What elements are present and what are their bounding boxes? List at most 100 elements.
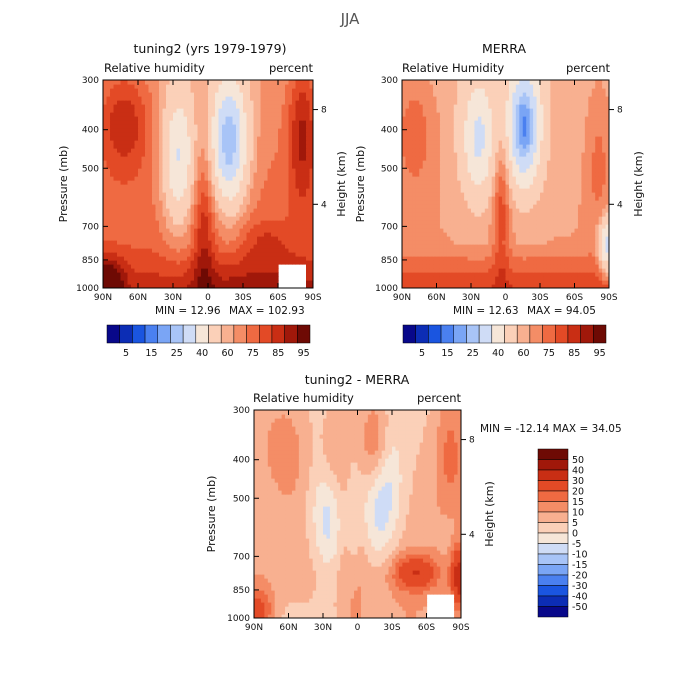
contour-cell-model: [257, 80, 262, 85]
contour-cell-model: [180, 88, 185, 93]
contour-cell-model: [117, 112, 122, 117]
contour-cell-model: [225, 232, 230, 237]
contour-cell-merra: [577, 208, 582, 213]
contour-cell-merra: [453, 164, 458, 169]
contour-cell-merra: [595, 264, 600, 269]
contour-cell-merra: [419, 236, 424, 241]
contour-cell-merra: [577, 180, 582, 185]
contour-cell-model: [299, 240, 304, 245]
contour-cell-model: [257, 88, 262, 93]
contour-cell-merra: [471, 208, 476, 213]
contour-cell-model: [190, 232, 195, 237]
contour-cell-merra: [405, 184, 410, 189]
contour-cell-model: [180, 236, 185, 241]
contour-cell-merra: [498, 164, 503, 169]
contour-cell-merra: [405, 176, 410, 181]
contour-cell-model: [211, 136, 216, 141]
contour-cell-model: [145, 268, 150, 273]
contour-cell-model: [159, 224, 164, 229]
contour-cell-model: [239, 128, 244, 133]
contour-cell-merra: [571, 192, 576, 197]
contour-cell-model: [106, 120, 111, 125]
contour-cell-model: [288, 100, 293, 105]
contour-cell-merra: [602, 180, 607, 185]
contour-cell-merra: [439, 204, 444, 209]
contour-cell-merra: [498, 236, 503, 241]
contour-cell-model: [152, 252, 157, 257]
contour-cell-model: [218, 268, 223, 273]
contour-cell-model: [204, 88, 209, 93]
contour-cell-model: [117, 200, 122, 205]
contour-cell-model: [166, 244, 171, 249]
contour-cell-model: [218, 208, 223, 213]
contour-cell-model: [243, 164, 248, 169]
contour-cell-merra: [439, 176, 444, 181]
contour-cell-model: [152, 120, 157, 125]
contour-cell-model: [103, 168, 108, 173]
contour-cell-model: [117, 124, 122, 129]
contour-cell-model: [299, 244, 304, 249]
contour-cell-model: [281, 192, 286, 197]
contour-cell-model: [281, 112, 286, 117]
contour-cell-model: [201, 188, 206, 193]
contour-cell-model: [267, 92, 272, 97]
contour-cell-merra: [529, 196, 534, 201]
contour-cell-merra: [495, 168, 500, 173]
contour-cell-model: [145, 100, 150, 105]
contour-cell-model: [285, 136, 290, 141]
contour-cell-model: [239, 196, 244, 201]
contour-cell-model: [253, 120, 258, 125]
contour-cell-model: [306, 200, 311, 205]
contour-cell-merra: [533, 176, 538, 181]
contour-cell-merra: [546, 172, 551, 177]
contour-cell-model: [285, 128, 290, 133]
contour-cell-model: [169, 112, 174, 117]
contour-cell-merra: [540, 220, 545, 225]
contour-cell-merra: [419, 244, 424, 249]
contour-cell-model: [288, 112, 293, 117]
contour-cell-merra: [529, 164, 534, 169]
contour-cell-merra: [591, 232, 596, 237]
contour-cell-model: [260, 248, 265, 253]
contour-cell-merra: [405, 228, 410, 233]
contour-cell-model: [176, 156, 181, 161]
contour-cell-merra: [560, 260, 565, 265]
contour-cell-merra: [581, 228, 586, 233]
contour-cell-merra: [519, 276, 524, 281]
contour-cell-merra: [495, 240, 500, 245]
contour-cell-merra: [495, 264, 500, 269]
contour-cell-merra: [533, 256, 538, 261]
contour-cell-model: [253, 240, 258, 245]
contour-cell-model: [292, 208, 297, 213]
contour-cell-model: [225, 112, 230, 117]
contour-cell-model: [204, 156, 209, 161]
contour-cell-model: [159, 272, 164, 277]
contour-cell-merra: [484, 216, 489, 221]
contour-cell-merra: [467, 276, 472, 281]
contour-cell-model: [295, 196, 300, 201]
contour-cell-model: [141, 248, 146, 253]
contour-cell-merra: [574, 168, 579, 173]
contour-cell-model: [264, 172, 269, 177]
contour-cell-merra: [595, 260, 600, 265]
contour-cell-model: [309, 116, 313, 121]
contour-cell-model: [274, 156, 279, 161]
contour-cell-merra: [574, 228, 579, 233]
contour-cell-model: [246, 136, 251, 141]
contour-cell-model: [295, 92, 300, 97]
contour-cell-model: [225, 224, 230, 229]
contour-cell-merra: [529, 200, 534, 205]
contour-cell-model: [211, 164, 216, 169]
contour-cell-merra: [464, 236, 469, 241]
contour-cell-model: [124, 184, 129, 189]
contour-cell-model: [274, 148, 279, 153]
contour-cell-model: [183, 100, 188, 105]
contour-cell-model: [138, 84, 143, 89]
contour-cell-merra: [477, 248, 482, 253]
contour-cell-model: [250, 104, 255, 109]
contour-cell-merra: [405, 256, 410, 261]
contour-cell-merra: [533, 184, 538, 189]
contour-cell-model: [201, 156, 206, 161]
contour-cell-model: [120, 188, 125, 193]
contour-cell-model: [239, 80, 244, 85]
